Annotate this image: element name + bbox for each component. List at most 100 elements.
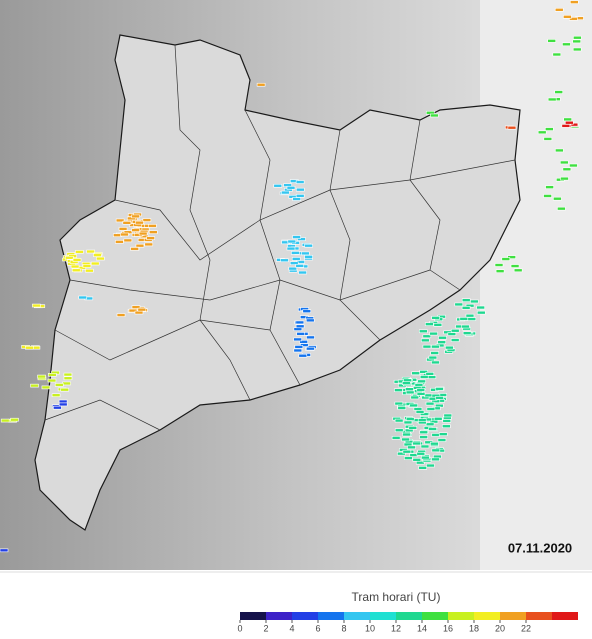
strike-mark bbox=[86, 249, 95, 254]
strike-mark bbox=[32, 303, 41, 308]
legend-tick-label: 18 bbox=[469, 623, 479, 633]
legend-swatch bbox=[292, 612, 318, 620]
strike-mark bbox=[296, 332, 306, 336]
strike-mark bbox=[417, 379, 426, 384]
strike-mark bbox=[122, 220, 132, 225]
strike-mark bbox=[146, 236, 155, 240]
strike-mark bbox=[422, 344, 432, 349]
strike-mark bbox=[411, 371, 420, 376]
strike-mark bbox=[437, 438, 447, 442]
legend-tick-label: 10 bbox=[365, 623, 375, 633]
legend-swatch bbox=[240, 612, 266, 620]
strike-mark bbox=[37, 374, 46, 379]
strike-mark bbox=[75, 250, 84, 254]
strike-mark bbox=[420, 444, 430, 449]
strike-mark bbox=[412, 441, 421, 446]
strike-mark bbox=[545, 185, 554, 189]
strike-mark bbox=[435, 396, 444, 400]
legend-title: Tram horari (TU) bbox=[352, 590, 441, 604]
strike-mark bbox=[295, 320, 305, 325]
strike-mark bbox=[294, 345, 304, 349]
strike-mark bbox=[63, 372, 73, 377]
strike-mark bbox=[25, 345, 34, 350]
strike-mark bbox=[128, 308, 138, 313]
strike-mark bbox=[148, 224, 157, 228]
strike-mark bbox=[552, 52, 562, 57]
strike-mark bbox=[408, 426, 418, 430]
strike-mark bbox=[126, 216, 136, 221]
strike-mark bbox=[547, 39, 557, 43]
strike-mark bbox=[295, 194, 305, 198]
date-label: 07.11.2020 bbox=[508, 540, 572, 555]
strike-mark bbox=[476, 310, 486, 315]
strike-mark bbox=[287, 239, 297, 244]
strike-mark bbox=[402, 381, 411, 385]
strike-mark bbox=[434, 387, 444, 391]
strike-mark bbox=[51, 393, 61, 398]
strike-mark bbox=[431, 457, 440, 462]
strike-mark bbox=[403, 420, 413, 425]
strike-mark bbox=[563, 14, 572, 19]
strike-mark bbox=[292, 235, 301, 239]
strike-mark bbox=[137, 307, 147, 312]
strike-mark bbox=[71, 268, 81, 273]
strike-mark bbox=[510, 264, 520, 268]
strike-mark bbox=[135, 243, 145, 248]
strike-mark bbox=[545, 127, 554, 131]
strike-mark bbox=[58, 399, 68, 404]
strike-mark bbox=[425, 401, 435, 406]
strike-mark bbox=[427, 375, 437, 379]
strike-mark bbox=[300, 251, 310, 256]
strike-mark bbox=[304, 243, 313, 248]
strike-mark bbox=[454, 302, 464, 307]
legend-swatch bbox=[448, 612, 474, 620]
strike-mark bbox=[431, 360, 440, 365]
strike-mark bbox=[569, 17, 578, 21]
strike-mark bbox=[450, 338, 460, 342]
county-borders bbox=[44, 44, 516, 431]
strike-mark bbox=[286, 185, 296, 190]
legend-swatch bbox=[396, 612, 422, 620]
strike-mark bbox=[407, 445, 416, 450]
strike-mark bbox=[419, 435, 428, 439]
strike-mark bbox=[429, 331, 438, 336]
strike-mark bbox=[134, 310, 144, 315]
strike-mark bbox=[555, 148, 564, 153]
strike-mark bbox=[431, 433, 441, 437]
strike-mark bbox=[297, 237, 306, 241]
strike-mark bbox=[280, 258, 289, 263]
legend-tick-label: 12 bbox=[391, 623, 401, 633]
legend-swatch bbox=[526, 612, 552, 620]
strike-mark bbox=[513, 268, 523, 273]
legend-tick-label: 4 bbox=[289, 623, 294, 633]
strike-mark bbox=[565, 120, 574, 125]
strike-mark bbox=[293, 348, 303, 353]
strike-mark bbox=[72, 258, 82, 262]
strike-mark bbox=[292, 197, 301, 201]
strike-mark bbox=[559, 160, 569, 165]
strike-mark bbox=[461, 306, 471, 310]
strike-mark bbox=[495, 269, 505, 273]
legend-swatch bbox=[500, 612, 526, 620]
legend-swatch bbox=[422, 612, 448, 620]
legend: 0 2 4 6 8 10 12 14 16 18 20 22 bbox=[237, 612, 578, 633]
legend-swatch bbox=[552, 612, 578, 620]
strike-mark bbox=[289, 261, 299, 265]
strike-mark bbox=[424, 393, 433, 398]
strike-mark bbox=[416, 388, 426, 392]
strike-mark bbox=[394, 418, 404, 423]
strike-mark bbox=[96, 256, 105, 261]
strike-mark bbox=[291, 257, 301, 261]
strike-mark bbox=[415, 410, 425, 414]
strike-mark bbox=[537, 130, 547, 135]
strike-mark bbox=[431, 316, 440, 320]
strike-mark bbox=[291, 251, 300, 255]
strike-mark bbox=[467, 317, 477, 321]
strike-mark bbox=[409, 403, 418, 408]
strike-mark bbox=[413, 407, 423, 411]
strike-mark bbox=[256, 82, 266, 87]
strike-mark bbox=[417, 418, 427, 422]
strike-mark bbox=[295, 187, 305, 192]
strike-mark bbox=[295, 180, 305, 184]
